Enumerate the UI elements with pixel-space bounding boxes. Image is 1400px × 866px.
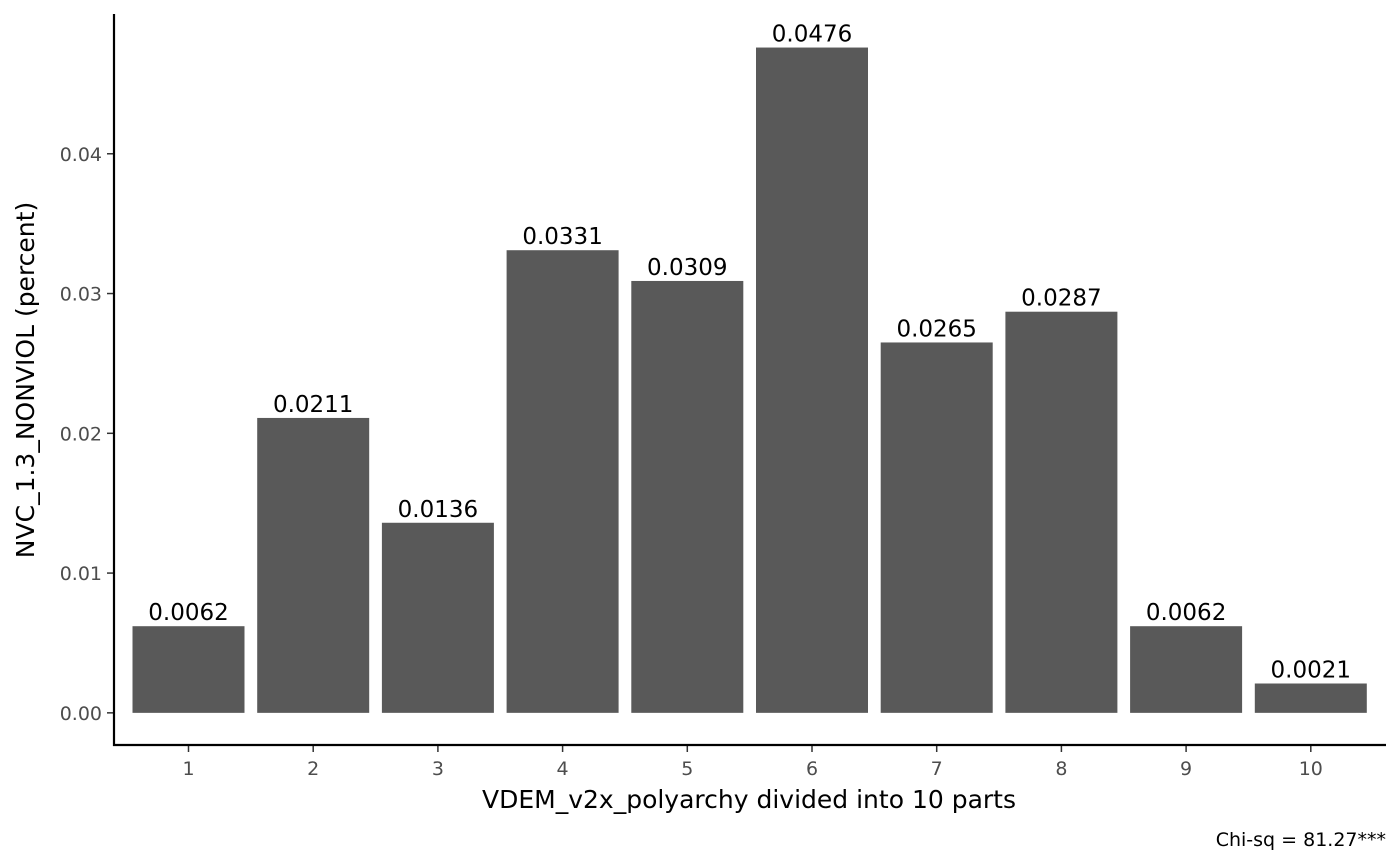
bar-value-label: 0.0265 xyxy=(896,316,976,342)
bar-value-label: 0.0331 xyxy=(522,224,602,250)
y-tick-label: 0.04 xyxy=(60,144,102,166)
bar-value-label: 0.0476 xyxy=(772,22,852,48)
bar-value-label: 0.0062 xyxy=(148,600,228,626)
x-tick-label: 4 xyxy=(557,758,569,780)
bar-value-label: 0.0021 xyxy=(1271,658,1351,684)
y-tick-label: 0.00 xyxy=(60,703,102,725)
bar-4 xyxy=(506,250,619,713)
y-axis-ticks: 0.00 0.01 0.02 0.03 0.04 xyxy=(60,144,114,725)
x-axis-title: VDEM_v2x_polyarchy divided into 10 parts xyxy=(482,785,1016,814)
bar-10 xyxy=(1254,683,1367,713)
bar-value-label: 0.0287 xyxy=(1021,286,1101,312)
bar-value-label: 0.0062 xyxy=(1146,600,1226,626)
x-tick-label: 9 xyxy=(1180,758,1192,780)
y-tick-label: 0.02 xyxy=(60,423,102,445)
x-tick-label: 2 xyxy=(307,758,319,780)
bar-8 xyxy=(1005,311,1118,713)
bar-6 xyxy=(756,47,868,713)
bar-1 xyxy=(132,626,245,713)
x-tick-label: 5 xyxy=(681,758,693,780)
y-axis-title: NVC_1.3_NONVIOL (percent) xyxy=(11,202,40,558)
x-tick-label: 7 xyxy=(931,758,943,780)
chi-square-caption: Chi-sq = 81.27*** xyxy=(1216,829,1386,851)
bar-value-label: 0.0309 xyxy=(647,255,727,281)
x-axis-ticks: 1 2 3 4 5 6 7 8 9 10 xyxy=(182,745,1323,780)
bar-5 xyxy=(631,280,744,713)
bar-7 xyxy=(880,342,993,713)
bar-2 xyxy=(257,417,370,713)
bar-9 xyxy=(1130,626,1243,713)
bar-value-label: 0.0211 xyxy=(273,392,353,418)
y-tick-label: 0.03 xyxy=(60,284,102,306)
x-tick-label: 10 xyxy=(1299,758,1323,780)
bar-3 xyxy=(381,522,494,713)
x-tick-label: 8 xyxy=(1055,758,1067,780)
x-tick-label: 6 xyxy=(806,758,818,780)
bar-value-label: 0.0136 xyxy=(398,497,478,523)
x-tick-label: 3 xyxy=(432,758,444,780)
bar-labels-group: 0.0062 0.0211 0.0136 0.0331 0.0309 0.0476 0.02… xyxy=(148,22,1351,684)
y-tick-label: 0.01 xyxy=(60,563,102,585)
x-tick-label: 1 xyxy=(182,758,194,780)
bars-group xyxy=(132,47,1367,713)
